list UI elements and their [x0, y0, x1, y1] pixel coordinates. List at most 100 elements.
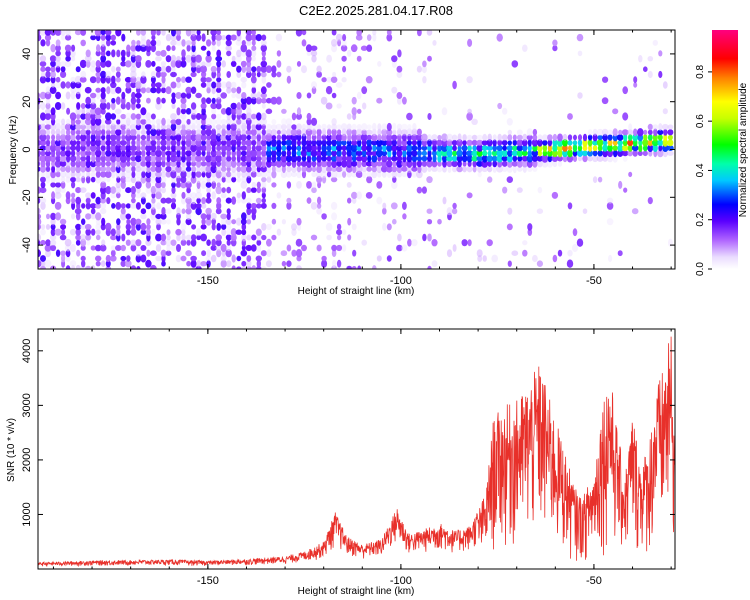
spectrogram-cell	[622, 112, 629, 121]
spectrogram-cell	[401, 129, 408, 136]
spectrogram-cell	[441, 150, 448, 157]
spectrogram-cell	[276, 192, 282, 199]
spectrogram-cell	[225, 234, 232, 241]
spectrogram-cell	[231, 159, 237, 168]
spectrogram-cell	[181, 154, 186, 163]
spectrogram-cell	[231, 219, 237, 225]
spectrogram-cell	[377, 134, 382, 141]
spectrogram-cell	[100, 155, 106, 163]
spectrogram-cell	[50, 182, 56, 188]
spectrogram-cell	[71, 201, 76, 210]
spectrogram-cell	[336, 259, 342, 268]
spectrogram-cell	[38, 213, 42, 220]
spectrogram-cell	[451, 155, 458, 162]
spectrogram-cell	[140, 129, 146, 135]
spectrogram-cell	[557, 149, 563, 158]
spectrogram-cell	[241, 101, 247, 111]
spectrogram-cell	[301, 39, 307, 47]
spectrogram-cell	[310, 45, 318, 51]
spectrogram-cell	[527, 149, 532, 158]
spectrogram-cell	[115, 96, 121, 105]
spectrogram-cell	[365, 150, 373, 156]
spectrogram-cell	[191, 140, 197, 146]
spectrogram-cell	[135, 180, 142, 189]
spectrogram-cell	[592, 145, 598, 152]
spectrogram-cell	[326, 166, 333, 173]
spectrogram-cell	[74, 30, 82, 36]
spectrogram-cell	[356, 108, 362, 114]
spectrogram-cell	[361, 170, 367, 179]
spectrogram-cell	[351, 223, 357, 231]
spectrogram-cell	[241, 40, 246, 46]
spectrogram-cell	[457, 145, 462, 152]
spectrogram-cell	[106, 177, 111, 183]
spectrogram-cell	[120, 212, 127, 221]
spectrogram-cell	[371, 154, 378, 163]
spectrogram-cell	[442, 154, 447, 163]
spectrogram-cell	[522, 249, 528, 257]
spectrogram-cell	[376, 97, 383, 104]
spectrogram-cell	[230, 34, 237, 41]
spectrogram-cell	[316, 134, 322, 141]
spectrogram-cell	[176, 244, 181, 252]
spectrogram-cell	[155, 56, 162, 62]
spectrogram-cell	[211, 180, 216, 189]
spectrogram-cell	[66, 128, 71, 136]
spectrogram-cell	[431, 166, 438, 172]
snr-x-label: Height of straight line (km)	[298, 586, 415, 597]
spectrogram-cell	[417, 165, 422, 174]
spectrogram-cell	[337, 234, 342, 241]
spectrogram-cell	[557, 249, 563, 257]
spectrogram-cell	[241, 260, 247, 267]
spectrogram-cell	[507, 134, 513, 141]
spectrogram-cell	[240, 165, 248, 173]
spectrogram-cell	[70, 160, 76, 167]
spectrogram-cell	[662, 144, 669, 153]
spectrogram-cell	[386, 122, 392, 132]
spectrogram-cell	[100, 260, 106, 268]
spectrogram-cell	[241, 245, 246, 251]
spectrogram-cell	[60, 166, 67, 173]
spectrogram-cell	[200, 129, 207, 136]
spectrogram-cell	[211, 128, 216, 137]
spectrogram-cell	[476, 144, 483, 152]
spectrogram-cell	[231, 265, 236, 269]
spectrogram-cell	[305, 165, 313, 173]
spectrogram-cell	[301, 144, 307, 152]
spectrogram-cell	[552, 39, 558, 47]
spectrogram-cell	[251, 265, 257, 269]
spectrogram-cell	[100, 59, 107, 68]
spectrogram-cell	[110, 117, 116, 126]
spectrogram-cell	[566, 154, 574, 163]
spectrogram-cell	[601, 128, 609, 136]
spectrogram-cell	[421, 145, 428, 151]
spectrogram-cell	[340, 44, 348, 52]
spectrogram-cell	[501, 139, 508, 146]
spectrogram-cell	[466, 76, 473, 84]
spectrogram-cell	[215, 81, 222, 89]
spectrogram-cell	[381, 123, 388, 131]
spectrogram-cell	[582, 145, 588, 151]
spectrogram-cell	[136, 97, 141, 104]
spectrogram-cell	[296, 265, 302, 269]
spectrogram-cell	[95, 60, 101, 68]
spectrogram-cell	[176, 207, 181, 216]
spectrogram-cell	[255, 97, 262, 105]
spectrogram-cell	[341, 140, 347, 146]
spectrogram-cell	[110, 34, 117, 41]
spectrogram-cell	[176, 55, 181, 62]
spectrogram-cell	[180, 108, 187, 115]
spectrogram-cell	[336, 144, 343, 152]
spectrogram-cell	[245, 129, 252, 135]
spectrogram-cell	[492, 160, 498, 168]
spectrogram-cell	[426, 176, 433, 184]
spectrogram-cell	[526, 154, 533, 163]
spectrogram-cell	[200, 213, 207, 220]
spectrogram-cell	[39, 139, 47, 146]
colorbar-tick-label: 0.6	[695, 114, 706, 128]
spectrogram-cell	[462, 165, 467, 173]
spectrogram-cell	[261, 223, 267, 231]
spectrogram-cell	[275, 165, 283, 173]
spectrogram-cell	[647, 129, 653, 135]
spectrogram-cell	[451, 139, 458, 146]
